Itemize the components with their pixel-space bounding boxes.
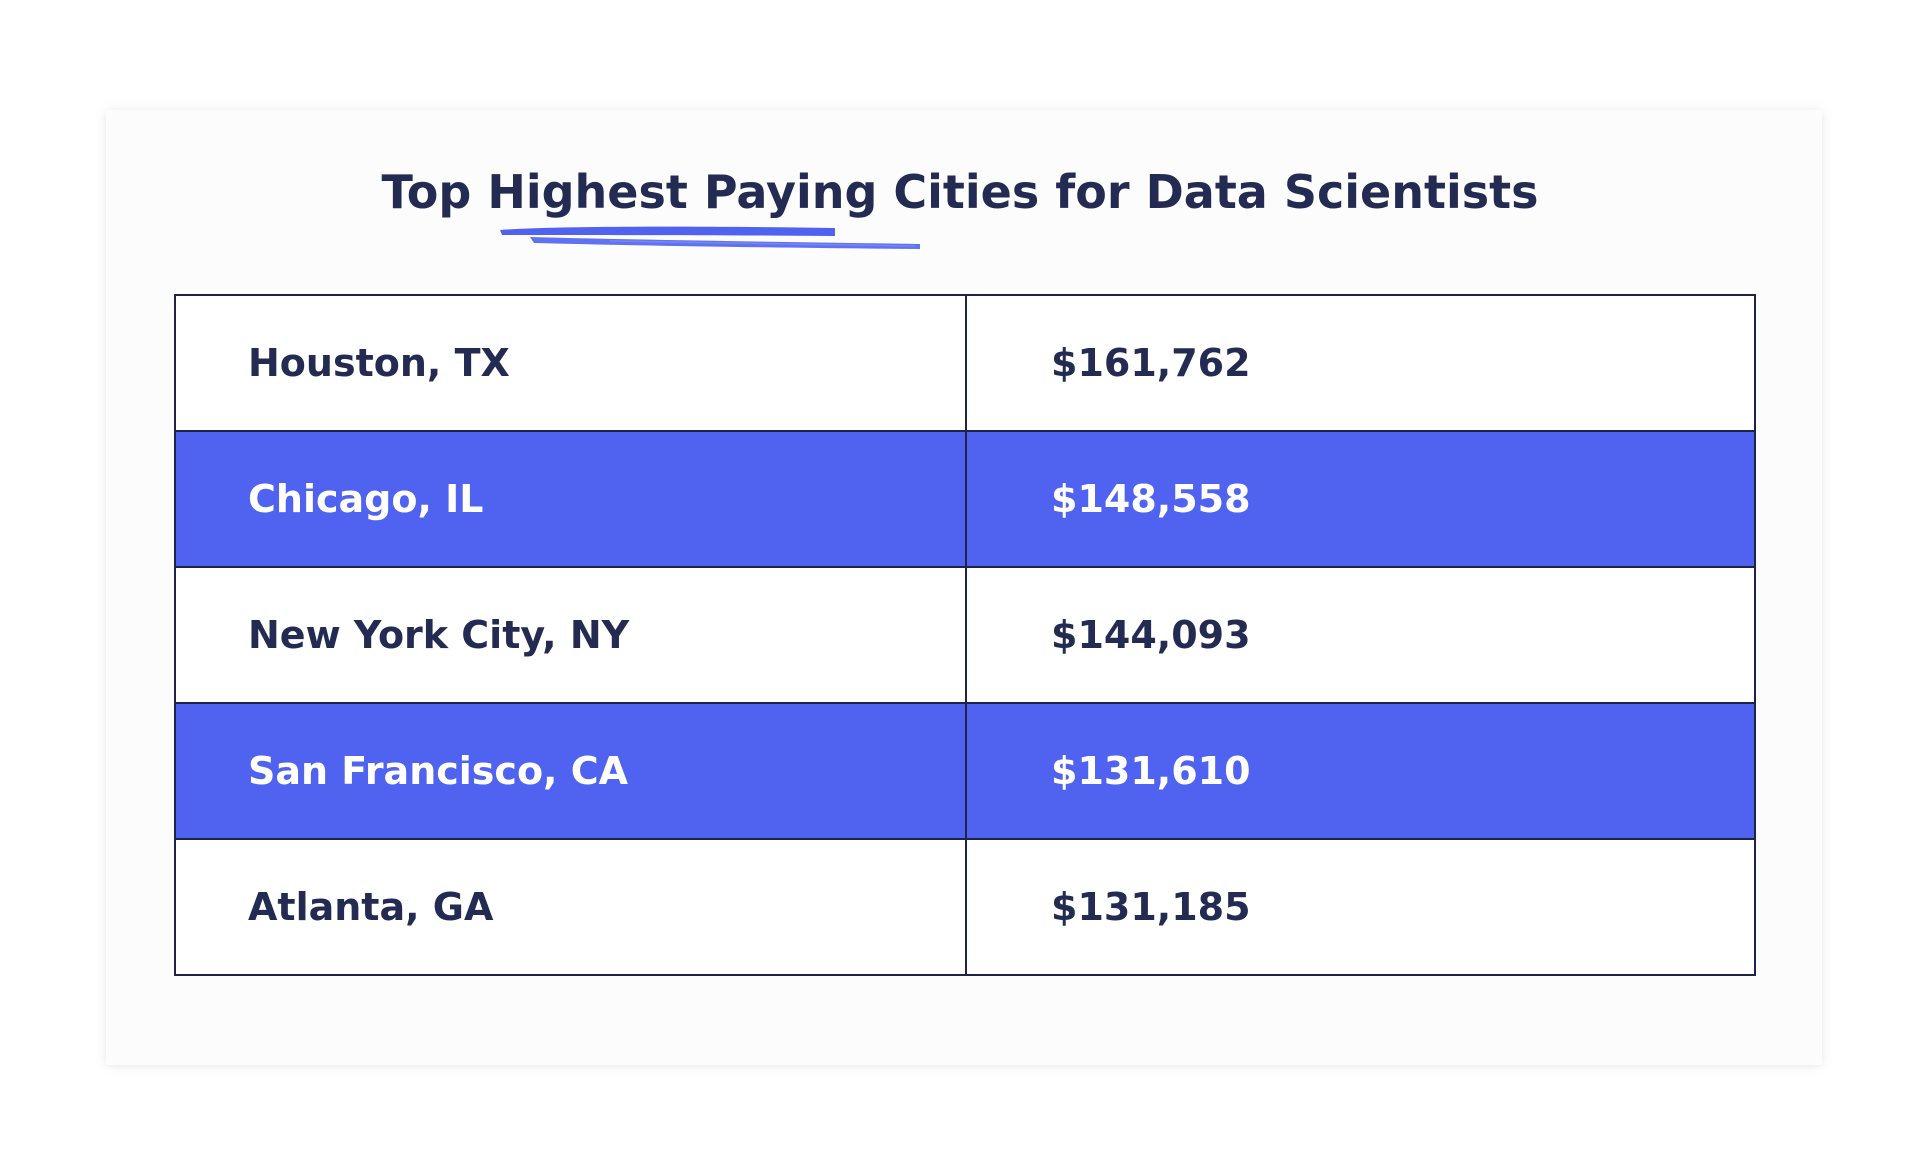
city-cell: Chicago, IL (176, 432, 967, 566)
table-row: San Francisco, CA $131,610 (176, 702, 1754, 838)
title-underline-decoration (500, 226, 920, 249)
city-cell: Houston, TX (176, 296, 967, 430)
city-cell: New York City, NY (176, 568, 967, 702)
table-row: Atlanta, GA $131,185 (176, 838, 1754, 974)
salary-cell: $131,185 (1051, 885, 1251, 929)
table-row: Chicago, IL $148,558 (176, 430, 1754, 566)
salary-cell: $131,610 (1051, 749, 1251, 793)
salary-cell: $161,762 (1051, 341, 1251, 385)
salary-cell: $144,093 (1051, 613, 1251, 657)
city-cell: San Francisco, CA (176, 704, 967, 838)
table-row: Houston, TX $161,762 (176, 296, 1754, 430)
chart-title: Top Highest Paying Cities for Data Scien… (381, 165, 1539, 219)
underline-stroke-3 (609, 240, 916, 247)
table-row: New York City, NY $144,093 (176, 566, 1754, 702)
city-cell: Atlanta, GA (176, 840, 967, 974)
salary-table: Houston, TX $161,762 Chicago, IL $148,55… (174, 294, 1756, 976)
underline-stroke-1 (500, 226, 835, 236)
salary-cell: $148,558 (1051, 477, 1251, 521)
